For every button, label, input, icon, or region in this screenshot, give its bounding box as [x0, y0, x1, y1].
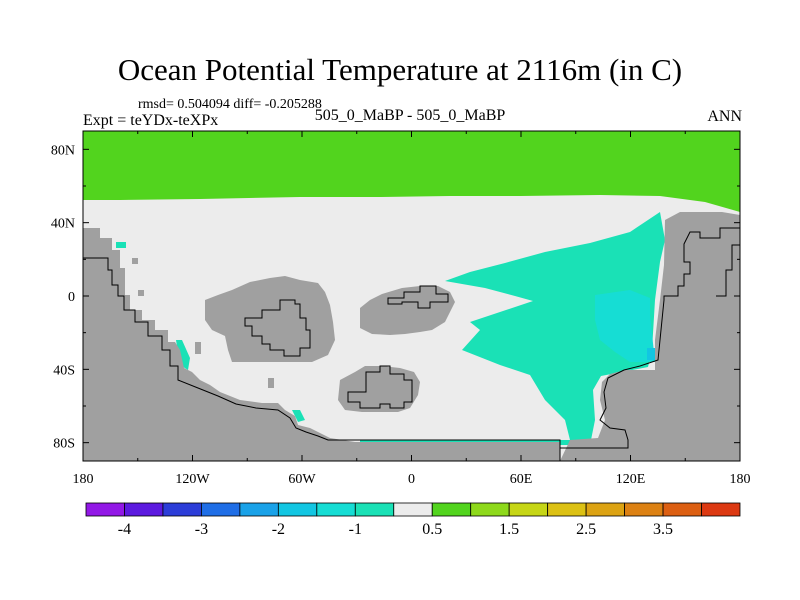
western-continent [83, 228, 560, 461]
y-tick-label: 40S [53, 363, 75, 378]
y-tick-label: 80S [53, 437, 75, 452]
islet-5 [230, 335, 236, 341]
case-label: 505_0_MaBP - 505_0_MaBP [314, 107, 506, 124]
east-coastline [560, 227, 740, 449]
colorbar-swatch [508, 502, 549, 517]
x-tick-label: 120E [616, 472, 646, 487]
colorbar: -4 -3 -2 -1 0.5 1.5 2.5 3.5 [85, 502, 741, 538]
west-coastline [83, 257, 561, 461]
colorbar-swatch [393, 502, 433, 517]
colorbar-label: 0.5 [422, 521, 442, 538]
colorbar-swatch [470, 502, 510, 517]
colorbar-label: -1 [349, 521, 362, 538]
axis-ticks [82, 131, 741, 461]
colorbar-swatch [201, 502, 241, 517]
colorbar-swatch [124, 502, 164, 517]
colorbar-swatch [239, 502, 279, 517]
north-island-coastline [387, 285, 449, 309]
x-tick-label: 60E [510, 472, 533, 487]
deep-eastern-patch [595, 290, 655, 362]
x-tick-label: 60W [288, 472, 316, 487]
coastlines [83, 227, 740, 461]
colorbar-label: -2 [272, 521, 285, 538]
west-island-coastline [244, 299, 311, 357]
islet-2 [138, 290, 144, 296]
colorbar-label: -3 [195, 521, 208, 538]
x-tick-label: 120W [175, 472, 210, 487]
x-tick-label: 180 [73, 472, 94, 487]
deepest-eastern-cell [647, 348, 655, 360]
east-coastline-inner [716, 244, 740, 297]
colorbar-swatch [624, 502, 664, 517]
colorbar-label: 3.5 [653, 521, 673, 538]
y-tick-label: 80N [51, 143, 75, 158]
south-island-coastline [347, 365, 413, 409]
colorbar-swatch [585, 502, 625, 517]
colorbar-swatch [85, 502, 125, 517]
islet-1 [132, 258, 138, 264]
central-island-west [205, 276, 335, 362]
islet-4 [268, 378, 274, 388]
y-tick-label: 0 [68, 290, 75, 305]
colorbar-swatch [277, 502, 318, 517]
colorbar-swatch [547, 502, 587, 517]
x-tick-label: 180 [730, 472, 751, 487]
season-label: ANN [707, 108, 742, 125]
axis-tick-labels: 180 120W 60W 0 60E 120E 180 80N 40N 0 40S 80S [51, 143, 751, 487]
colorbar-swatch [354, 502, 395, 517]
eastern-ocean-field [360, 212, 665, 445]
chart-title: Ocean Potential Temperature at 2116m (in… [117, 52, 683, 87]
colorbar-swatch [662, 502, 702, 517]
stats-text: rmsd= 0.504094 diff= -0.205288 [138, 97, 322, 112]
experiment-label: Expt = teYDx-teXPx [83, 112, 219, 129]
central-island-north [360, 286, 455, 335]
colorbar-label: 2.5 [576, 521, 596, 538]
north-band-field [83, 131, 740, 212]
islet-3 [195, 342, 201, 354]
colorbar-label: 1.5 [499, 521, 519, 538]
colorbar-swatch [162, 502, 202, 517]
central-island-south [338, 366, 420, 412]
colorbar-label: -4 [118, 521, 131, 538]
x-tick-label: 0 [408, 472, 415, 487]
y-tick-label: 40N [51, 217, 75, 232]
colorbar-swatch [316, 502, 356, 517]
colorbar-swatch [701, 502, 741, 517]
colorbar-swatch [431, 502, 472, 517]
